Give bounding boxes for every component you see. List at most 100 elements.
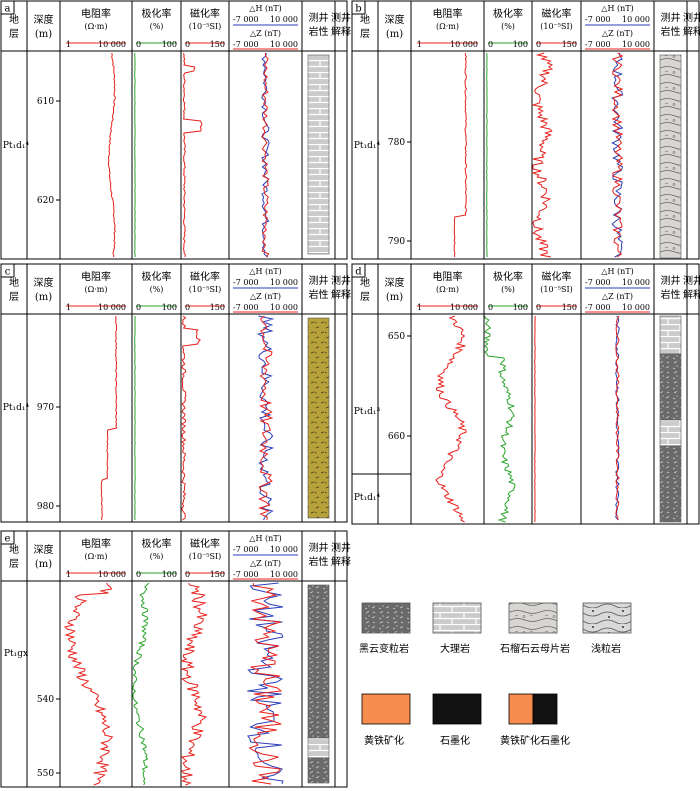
- resistivity-scale-min: 1: [66, 570, 71, 579]
- stratum-header-2: 层: [360, 28, 370, 40]
- dZ-scale-max: 10 000: [622, 40, 650, 49]
- polarizability-header: 极化率: [493, 270, 523, 283]
- lithology-block: [307, 757, 330, 784]
- polarizability-unit: (%): [150, 22, 164, 31]
- dH-curve: [261, 52, 270, 258]
- panel-border: [351, 263, 700, 525]
- dH-curve: [247, 582, 284, 785]
- panel-label-box: [351, 263, 366, 278]
- interp-header-2: 解释: [331, 288, 351, 301]
- panel-border: [0, 530, 348, 788]
- polarizability-unit: (%): [150, 285, 164, 294]
- resistivity-curve: [100, 315, 118, 521]
- stratum-header-1: 地: [9, 276, 19, 289]
- depth-unit: (m): [386, 29, 403, 40]
- stratum-header-1: 地: [360, 13, 370, 26]
- legend-swatch-leptite: [582, 602, 632, 634]
- dZ-scale-min: -7 000: [585, 40, 611, 49]
- resistivity-scale-min: 1: [66, 40, 71, 49]
- dZ-scale-min: -7 000: [233, 570, 259, 579]
- legend-label: 石墨化: [440, 734, 470, 747]
- interp-header-2: 解释: [331, 555, 351, 568]
- polarizability-scale-min: 0: [136, 303, 141, 312]
- panel-a: a地层 深度 (m) 电阻率 (Ω·m) 1 10 000 极化率 (%) 0 100 磁化率 (10⁻…: [0, 0, 351, 260]
- interp-header-1: 测井: [331, 274, 351, 287]
- depth-header: 深度: [385, 13, 405, 26]
- depth-unit: (m): [35, 29, 52, 40]
- polarizability-curve: [134, 315, 136, 521]
- interp-header-1: 测井: [683, 11, 700, 24]
- lith-header-1: 测井: [309, 541, 329, 554]
- dZ-curve: [261, 52, 270, 258]
- lith-header-2: 岩性: [661, 25, 681, 38]
- resistivity-scale-max: 10 000: [98, 303, 126, 312]
- susceptibility-scale-max: 150: [562, 303, 577, 312]
- dH-header: △H (nT): [249, 534, 281, 543]
- lithology-block: [659, 419, 682, 447]
- lith-header-1: 测井: [661, 274, 681, 287]
- resistivity-scale-min: 1: [417, 40, 422, 49]
- dH-curve: [256, 315, 275, 521]
- resistivity-unit: (Ω·m): [436, 22, 459, 31]
- dH-header: △H (nT): [249, 4, 281, 13]
- dZ-header: △Z (nT): [602, 29, 633, 38]
- panel-label: a: [5, 4, 11, 15]
- stratum-header-2: 层: [9, 291, 19, 303]
- stratum-header-1: 地: [360, 276, 370, 289]
- panel-c: c地层 深度 (m) 电阻率 (Ω·m) 1 10 000 极化率 (%) 0 100 磁化率 (10⁻…: [0, 263, 351, 523]
- lith-header-1: 测井: [661, 11, 681, 24]
- depth-tick-label: 790: [388, 237, 405, 247]
- panel-b: b地层 深度 (m) 电阻率 (Ω·m) 1 10 000 极化率 (%) 0 100 磁化率 (10⁻…: [351, 0, 700, 260]
- polarizability-curve: [134, 52, 136, 258]
- legend-label: 黄铁矿化石墨化: [500, 734, 570, 747]
- panel-border: [351, 0, 700, 260]
- susceptibility-unit: (10⁻⁵SI): [540, 22, 573, 31]
- panel-label: d: [355, 267, 362, 278]
- dZ-scale-min: -7 000: [233, 40, 259, 49]
- dZ-curve: [258, 315, 274, 521]
- depth-header: 深度: [385, 276, 405, 289]
- susceptibility-scale-min: 0: [536, 40, 541, 49]
- susceptibility-scale-max: 150: [210, 303, 225, 312]
- lith-header-2: 岩性: [309, 555, 329, 568]
- polarizability-curve: [483, 315, 516, 523]
- lith-header-1: 测井: [309, 274, 329, 287]
- panel-label-box: [0, 530, 15, 545]
- stratum-label: Pt₁d₁³: [354, 407, 381, 417]
- dH-header: △H (nT): [249, 267, 281, 276]
- legend-swatch-pyrite-graphite: [508, 693, 534, 725]
- resistivity-header: 电阻率: [433, 270, 463, 283]
- susceptibility-scale-max: 150: [562, 40, 577, 49]
- lith-header-1: 测井: [309, 11, 329, 24]
- dZ-header: △Z (nT): [250, 559, 281, 568]
- resistivity-scale-max: 10 000: [98, 40, 126, 49]
- dZ-curve: [615, 315, 620, 520]
- polarizability-scale-min: 0: [488, 40, 493, 49]
- dZ-scale-max: 10 000: [622, 303, 650, 312]
- susceptibility-curve: [180, 582, 208, 786]
- panel-d: d地层 深度 (m) 电阻率 (Ω·m) 1 10 000 极化率 (%) 0 100 磁化率 (10⁻…: [351, 263, 700, 525]
- interp-header-1: 测井: [683, 274, 700, 287]
- susceptibility-header: 磁化率: [542, 270, 572, 283]
- lith-header-2: 岩性: [661, 288, 681, 301]
- resistivity-unit: (Ω·m): [84, 285, 107, 294]
- depth-unit: (m): [35, 292, 52, 303]
- polarizability-header: 极化率: [142, 537, 172, 550]
- resistivity-header: 电阻率: [81, 270, 111, 283]
- interp-header-1: 测井: [331, 11, 351, 24]
- susceptibility-header: 磁化率: [190, 270, 220, 283]
- polarizability-unit: (%): [501, 22, 515, 31]
- dH-scale-max: 10 000: [270, 15, 298, 24]
- panel-label: b: [355, 4, 361, 15]
- dZ-scale-min: -7 000: [585, 303, 611, 312]
- interp-header-2: 解释: [331, 25, 351, 38]
- susceptibility-header: 磁化率: [190, 537, 220, 550]
- dH-scale-max: 10 000: [622, 278, 650, 287]
- depth-tick-label: 970: [37, 403, 54, 413]
- depth-tick-label: 650: [388, 332, 405, 342]
- legend-label: 浅粒岩: [591, 642, 621, 655]
- lith-header-2: 岩性: [309, 288, 329, 301]
- legend-label: 大理岩: [440, 642, 470, 655]
- polarizability-scale-min: 0: [136, 570, 141, 579]
